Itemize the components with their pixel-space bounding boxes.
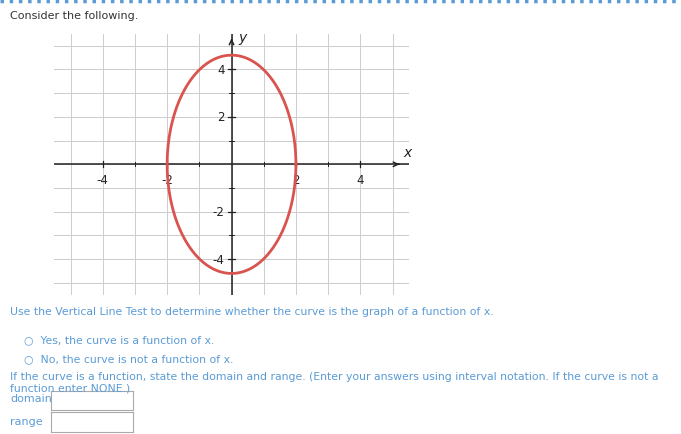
Text: x: x [403,146,411,160]
Text: domain: domain [10,394,52,403]
Text: y: y [238,31,247,45]
Text: Use the Vertical Line Test to determine whether the curve is the graph of a func: Use the Vertical Line Test to determine … [10,306,494,316]
Text: -4: -4 [97,173,109,186]
Text: 2: 2 [292,173,300,186]
Text: -2: -2 [212,206,225,219]
Text: If the curve is a function, state the domain and range. (Enter your answers usin: If the curve is a function, state the do… [10,371,659,393]
Text: 4: 4 [357,173,364,186]
Text: 2: 2 [217,111,225,124]
Text: ○  Yes, the curve is a function of x.: ○ Yes, the curve is a function of x. [24,334,215,344]
Text: range: range [10,416,43,426]
Text: 4: 4 [217,64,225,77]
Text: ○  No, the curve is not a function of x.: ○ No, the curve is not a function of x. [24,354,233,364]
Text: -4: -4 [212,253,225,266]
Text: Consider the following.: Consider the following. [10,11,139,21]
Text: -2: -2 [161,173,173,186]
